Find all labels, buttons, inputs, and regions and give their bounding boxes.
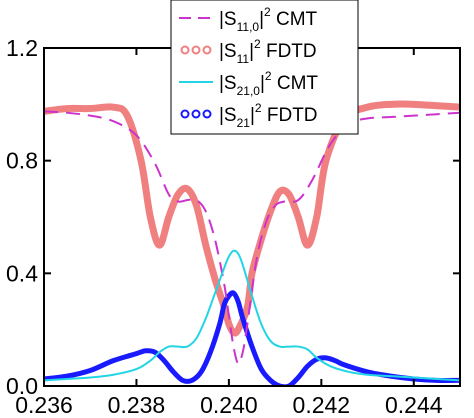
legend-box — [170, 0, 359, 135]
legend-label-mid: | — [250, 105, 255, 126]
legend-label-base: |S — [219, 9, 237, 30]
legend-entry: |S21|2 FDTD — [180, 101, 318, 130]
y-tick-label: 0.0 — [6, 373, 38, 399]
legend-label-tail: CMT — [271, 9, 318, 30]
legend-label-base: |S — [219, 105, 237, 126]
legend-entry: |S11,0|2 CMT — [179, 5, 318, 34]
legend-label-base: |S — [219, 73, 237, 94]
legend-label-mid: | — [259, 9, 264, 30]
legend-label-mid: | — [249, 41, 254, 62]
x-tick-label: 0.240 — [200, 392, 258, 418]
legend-label-sup: 2 — [255, 101, 262, 115]
legend-label-sup: 2 — [264, 5, 271, 19]
legend-label-sub: 21 — [237, 116, 251, 130]
legend-label-tail: FDTD — [262, 105, 318, 126]
legend-swatch-marker — [191, 109, 201, 119]
legend-label-base: |S — [219, 41, 237, 62]
x-tick-label: 0.244 — [385, 392, 443, 418]
legend-entry: |S21,0|2 CMT — [179, 69, 318, 98]
y-tick-label: 0.8 — [6, 148, 38, 174]
series-line-s21-0-2-cmt — [44, 249, 460, 382]
y-tick-label: 0.4 — [6, 260, 38, 286]
legend-label-tail: FDTD — [261, 41, 317, 62]
legend-label: |S11,0|2 CMT — [219, 5, 318, 34]
tick-labels: 0.236 0.238 0.240 0.242 0.244 0.0 0.4 0.8 1.2 — [6, 35, 443, 418]
series-line-s11-0-2-cmt — [44, 110, 460, 365]
x-tick-label: 0.242 — [293, 392, 351, 418]
legend-entry: |S11|2 FDTD — [180, 37, 317, 66]
legend-label: |S11|2 FDTD — [219, 37, 317, 66]
series-line-s21-2-fdtd — [44, 290, 460, 386]
legend-label-sup: 2 — [265, 69, 272, 83]
x-tick-label: 0.236 — [15, 392, 73, 418]
legend-label-sub: 21,0 — [237, 84, 261, 98]
legend-label-sub: 11,0 — [237, 20, 260, 34]
legend-swatch-marker — [202, 45, 212, 55]
legend-label: |S21,0|2 CMT — [219, 69, 318, 98]
legend-label: |S21|2 FDTD — [219, 101, 318, 130]
series-line-s11-2-fdtd — [44, 100, 460, 337]
x-tick-label: 0.238 — [108, 392, 166, 418]
legend-swatch-marker — [202, 109, 212, 119]
legend-label-mid: | — [260, 73, 265, 94]
legend-label-sup: 2 — [254, 37, 261, 51]
legend: |S11,0|2 CMT|S11|2 FDTD|S21,0|2 CMT|S21|… — [170, 0, 359, 135]
legend-swatch-marker — [180, 45, 190, 55]
legend-swatch-marker — [191, 45, 201, 55]
legend-swatch-marker — [180, 109, 190, 119]
y-tick-label: 1.2 — [6, 35, 38, 61]
plot-area — [44, 100, 460, 386]
legend-label-tail: CMT — [272, 73, 319, 94]
legend-label-sub: 11 — [237, 52, 250, 66]
